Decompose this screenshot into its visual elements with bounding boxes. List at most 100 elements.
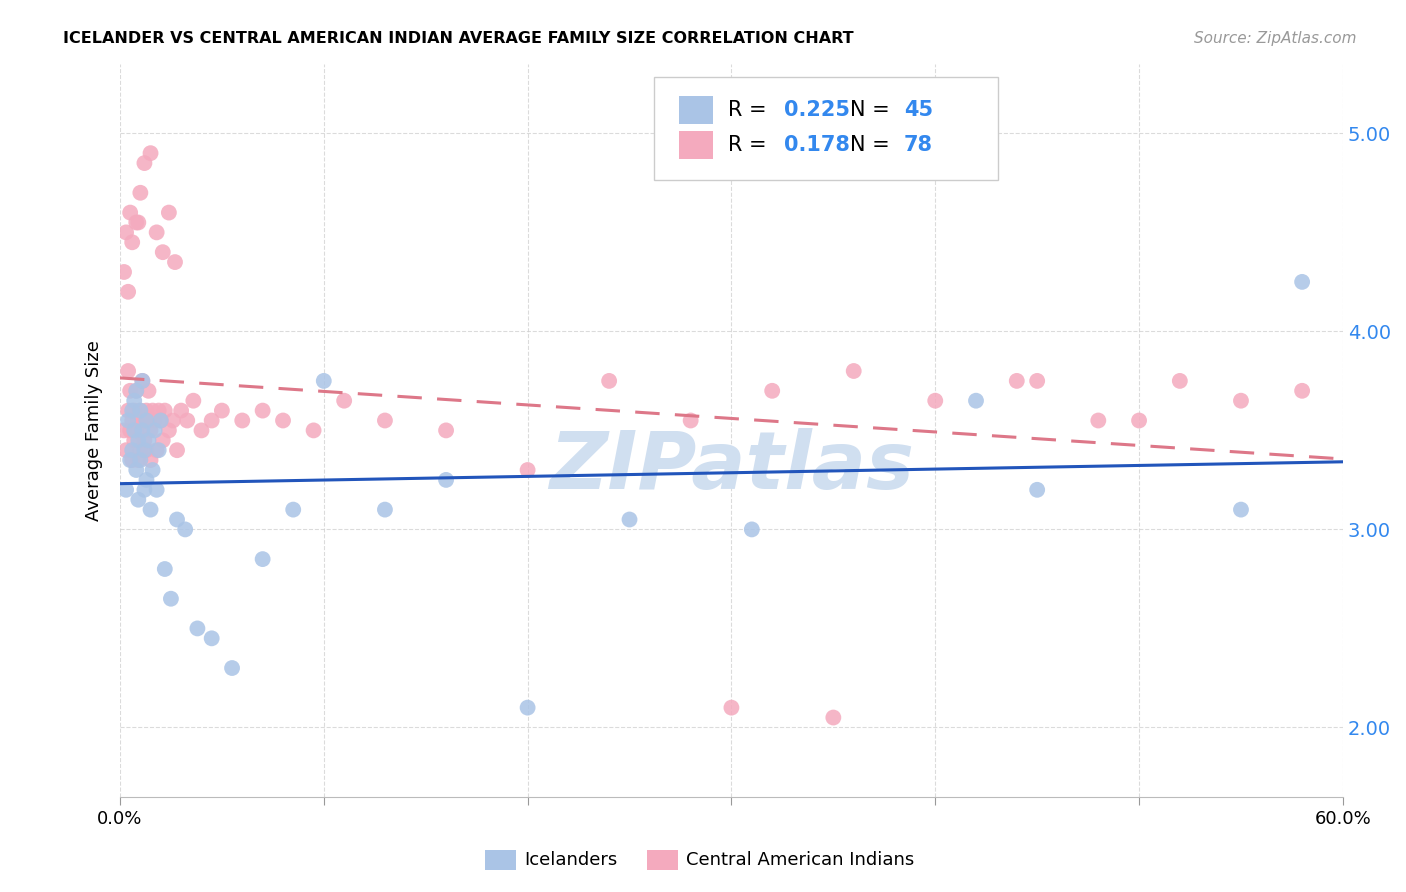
Point (149, 413, 172, 427)
FancyBboxPatch shape (679, 96, 713, 124)
Point (115, 226, 138, 240)
Point (720, 700, 742, 714)
Point (1291, 384, 1313, 398)
Point (125, 463, 148, 477)
Point (157, 205, 180, 219)
Point (434, 424, 457, 438)
Point (211, 403, 233, 417)
Point (965, 393, 987, 408)
Point (190, 424, 212, 438)
Text: Icelanders: Icelanders (524, 851, 617, 869)
Point (125, 384, 148, 398)
Point (761, 384, 783, 398)
Point (131, 424, 153, 438)
Point (135, 413, 157, 427)
Point (125, 424, 148, 438)
Point (201, 413, 224, 427)
FancyBboxPatch shape (679, 130, 713, 159)
Point (157, 424, 180, 438)
Text: N =: N = (851, 100, 897, 120)
Point (121, 403, 143, 417)
Point (163, 255, 186, 269)
Point (312, 374, 335, 388)
Point (333, 393, 356, 408)
Text: ZIPatlas: ZIPatlas (548, 428, 914, 506)
Text: 78: 78 (904, 135, 932, 154)
Point (924, 393, 946, 408)
Point (121, 235, 143, 250)
Point (1087, 413, 1109, 427)
Point (252, 552, 274, 566)
Point (1005, 374, 1028, 388)
Text: 45: 45 (904, 100, 934, 120)
Point (112, 424, 135, 438)
Text: Central American Indians: Central American Indians (686, 851, 914, 869)
Point (125, 384, 148, 398)
Point (138, 413, 160, 427)
Point (120, 424, 142, 438)
Point (134, 413, 156, 427)
Point (134, 434, 156, 448)
FancyBboxPatch shape (654, 77, 998, 180)
Point (149, 413, 172, 427)
Point (166, 443, 188, 458)
Point (619, 512, 641, 526)
Point (153, 562, 176, 576)
Point (127, 413, 149, 427)
Point (135, 443, 157, 458)
Point (120, 384, 142, 398)
Text: ICELANDER VS CENTRAL AMERICAN INDIAN AVERAGE FAMILY SIZE CORRELATION CHART: ICELANDER VS CENTRAL AMERICAN INDIAN AVE… (63, 31, 853, 46)
Text: N =: N = (851, 135, 897, 154)
Point (129, 443, 152, 458)
Point (252, 403, 274, 417)
Point (374, 413, 396, 427)
Y-axis label: Average Family Size: Average Family Size (86, 340, 103, 521)
Point (127, 434, 149, 448)
Point (142, 463, 165, 477)
Point (117, 285, 139, 299)
Point (125, 215, 148, 229)
Point (283, 502, 305, 516)
Point (271, 413, 294, 427)
Point (120, 453, 142, 467)
Point (143, 413, 166, 427)
Point (131, 413, 153, 427)
Point (1230, 393, 1253, 408)
Point (1128, 413, 1150, 427)
Point (139, 146, 162, 161)
Point (117, 413, 139, 427)
Point (129, 453, 152, 467)
Point (145, 443, 167, 458)
Point (516, 700, 538, 714)
Point (121, 443, 143, 458)
Point (139, 502, 162, 516)
Point (121, 453, 143, 467)
Point (823, 710, 845, 724)
Text: 0.178: 0.178 (785, 135, 849, 154)
Point (152, 245, 174, 260)
Point (148, 443, 170, 458)
Point (160, 591, 183, 606)
Point (134, 483, 156, 497)
Point (170, 403, 193, 417)
Point (148, 403, 170, 417)
Point (120, 205, 142, 219)
Point (142, 403, 165, 417)
Point (112, 265, 135, 279)
Point (1026, 374, 1049, 388)
Point (127, 492, 149, 507)
Point (134, 443, 156, 458)
Point (138, 434, 160, 448)
Text: R =: R = (728, 135, 773, 154)
Point (153, 403, 176, 417)
Point (1291, 275, 1313, 289)
Point (117, 403, 139, 417)
Point (122, 393, 145, 408)
Point (231, 413, 253, 427)
Point (129, 186, 152, 200)
Point (201, 632, 224, 646)
Point (138, 384, 160, 398)
Point (143, 424, 166, 438)
Point (1230, 502, 1253, 516)
Point (741, 523, 763, 537)
